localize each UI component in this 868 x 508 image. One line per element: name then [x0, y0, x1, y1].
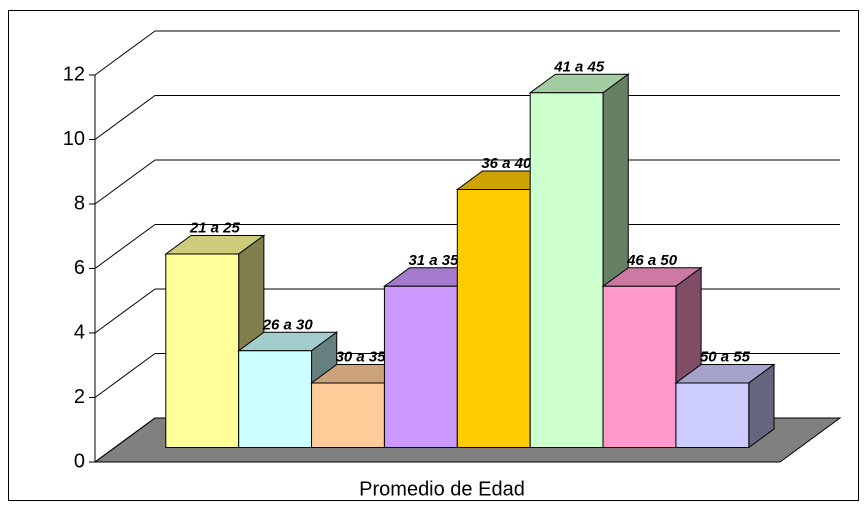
y-tick-label: 0: [74, 450, 85, 472]
data-label: 41 a 45: [553, 58, 605, 75]
bar: [674, 363, 776, 449]
grid-line: [94, 30, 156, 76]
data-label: 31 a 35: [408, 252, 459, 269]
bar-front: [675, 382, 750, 448]
data-label: 50 a 55: [700, 349, 751, 366]
data-label: 21 a 25: [189, 220, 241, 237]
bar-front: [238, 350, 313, 448]
data-label: 30 a 35: [336, 349, 387, 366]
grid-line: [94, 95, 156, 140]
grid-line: [94, 159, 156, 205]
bar-front: [165, 253, 240, 448]
bar-front: [529, 92, 604, 448]
y-tick-label: 4: [74, 321, 85, 343]
bar-front: [383, 285, 458, 448]
data-label: 26 a 30: [262, 316, 314, 333]
grid-line: [94, 224, 156, 269]
y-tick-label: 6: [74, 257, 85, 279]
y-tick-label: 8: [74, 192, 85, 214]
y-tick-label: 12: [63, 63, 85, 85]
x-axis-label: Promedio de Edad: [359, 478, 525, 500]
data-label: 46 a 50: [626, 252, 678, 269]
bar-front: [311, 382, 385, 448]
y-tick-label: 2: [74, 386, 85, 408]
grid-line: [94, 417, 156, 463]
grid-line: [94, 288, 156, 334]
grid-line: [94, 353, 156, 398]
bar-front: [456, 188, 531, 448]
data-label: 36 a 40: [481, 155, 532, 172]
y-tick-label: 10: [63, 128, 85, 150]
bar-front: [602, 285, 677, 448]
